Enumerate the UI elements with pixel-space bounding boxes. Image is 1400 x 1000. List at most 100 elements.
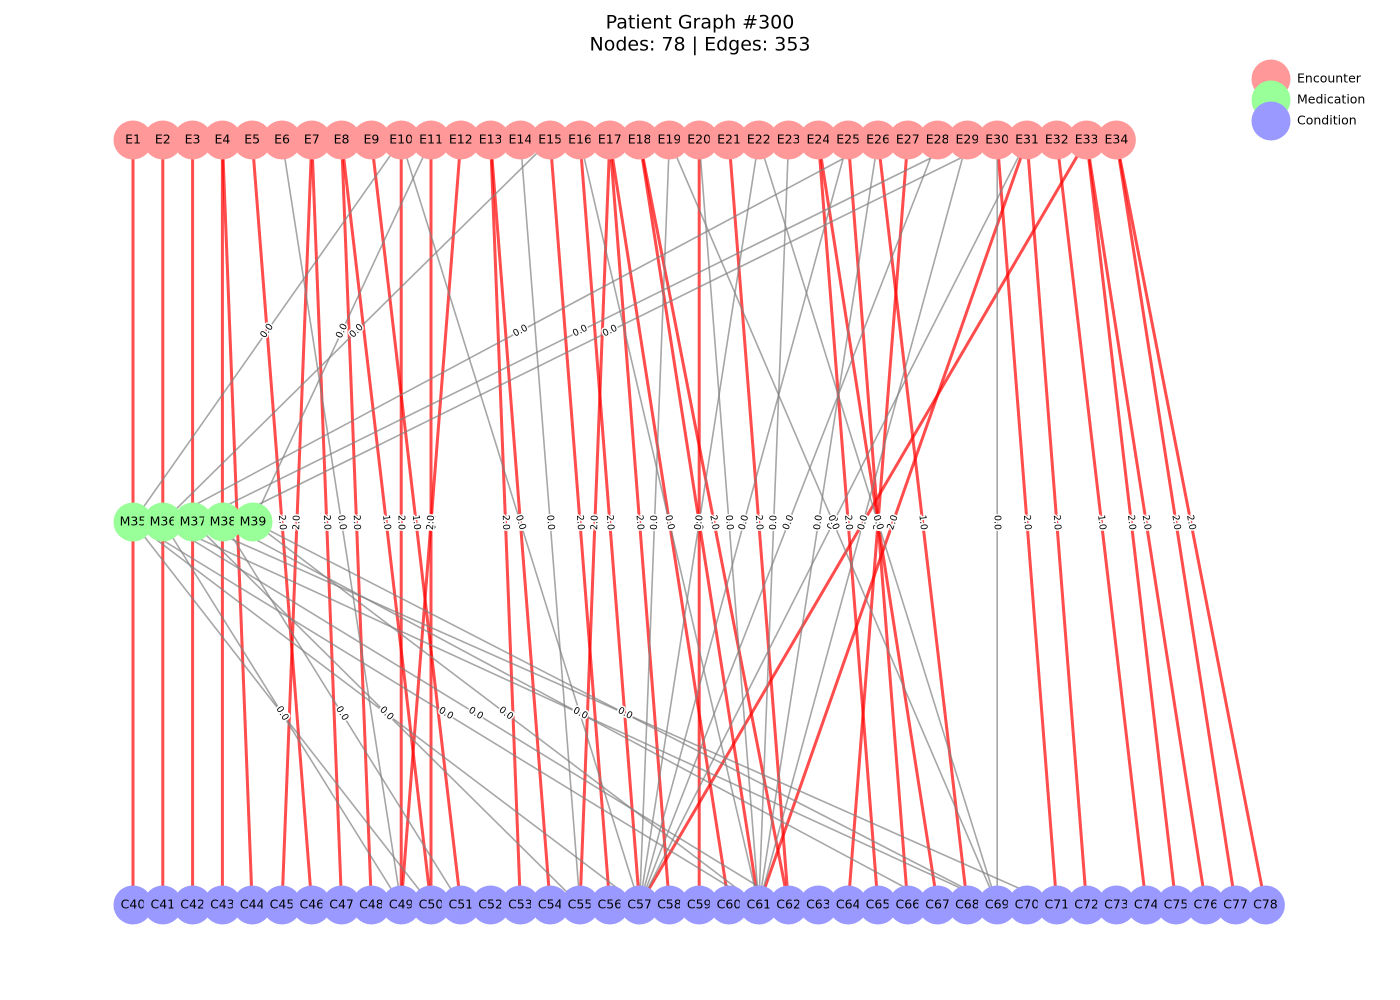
node [381,885,421,925]
edge [162,139,879,523]
edge-label: 2.0 [574,515,586,531]
node-label: C60 [717,897,742,912]
edge-label: 0.0 [649,515,661,531]
node-label: E15 [538,132,562,147]
edge [1114,139,1267,906]
node-label: C57 [627,897,652,912]
edge [489,139,522,906]
edge [1055,139,1148,906]
edge-label: 2.0 [663,514,676,531]
subtitle: Nodes: 78 | Edges: 353 [589,34,810,56]
edge [369,139,463,906]
node [1126,885,1166,925]
node [888,885,928,925]
node-label: C63 [806,897,831,912]
node-label: E13 [479,132,503,147]
node-label: C41 [150,897,175,912]
node [1216,885,1256,925]
node-label: C62 [776,897,801,912]
node [1186,885,1226,925]
legend: Encounter Medication Condition [1251,59,1365,141]
node-label: C52 [478,897,503,912]
node-label: C40 [121,897,146,912]
node [947,885,987,925]
edge [578,139,612,906]
edge [876,139,969,906]
node-label: C44 [240,897,265,912]
node [262,885,302,925]
node-label: C71 [1044,897,1069,912]
edge [162,521,402,906]
edge-label: 2.0 [589,515,601,531]
edges [131,139,1267,906]
edge [340,139,433,906]
node [739,120,779,160]
node [620,120,660,160]
node [441,885,481,925]
node-label: E3 [185,132,201,147]
node [173,120,213,160]
node-label: C49 [389,897,414,912]
node [590,885,630,925]
node [1067,885,1107,925]
edge [250,139,314,906]
node-label: C48 [359,897,384,912]
edge-label: 0.0 [723,515,735,531]
edge-label: 2.0 [1021,515,1033,531]
node [947,120,987,160]
node-label: E4 [214,132,230,147]
legend-label: Medication [1297,92,1365,107]
node-label: C45 [270,897,295,912]
node-label: E27 [896,132,920,147]
edge-label: 2.0 [1051,515,1063,531]
node-label: E25 [836,132,860,147]
edge [668,139,998,906]
node [1245,885,1285,925]
node [620,885,660,925]
edge-label: 2.0 [1169,514,1182,531]
node-label: C53 [508,897,533,912]
edge [280,139,314,906]
edge [162,521,790,906]
edge [519,139,581,906]
node-label: E17 [598,132,622,147]
node-label: C69 [985,897,1010,912]
node [143,885,183,925]
node [560,885,600,925]
node-label: E26 [866,132,890,147]
node [232,120,272,160]
node-label: E6 [274,132,290,147]
node-label: C51 [448,897,473,912]
node-label: C70 [1015,897,1040,912]
node-label: C72 [1074,897,1099,912]
edge-label: 2.0 [604,515,616,531]
node-label: E1 [125,132,141,147]
node [471,120,511,160]
edge-label: 2.0 [842,515,854,531]
edge-label: 2.0 [351,515,363,531]
edge [816,139,880,906]
node-label: E34 [1104,132,1128,147]
edge-label: 2.0 [707,514,721,531]
node-label: C73 [1104,897,1129,912]
node-label: E21 [717,132,741,147]
node [828,885,868,925]
edge-label: 2.0 [425,515,437,531]
node-label: E7 [304,132,320,147]
node [351,120,391,160]
node [233,502,273,542]
title: Patient Graph #300 [606,12,795,34]
node-label: C68 [955,897,980,912]
node [113,120,153,160]
node [977,885,1017,925]
edge-label: 2.0 [276,515,288,531]
edge [132,139,402,523]
edge [638,139,939,906]
node [381,120,421,160]
node [202,120,242,160]
node-label: E10 [389,132,413,147]
node [769,885,809,925]
node-label: C47 [329,897,354,912]
node-label: M37 [180,514,207,529]
node [322,120,362,160]
